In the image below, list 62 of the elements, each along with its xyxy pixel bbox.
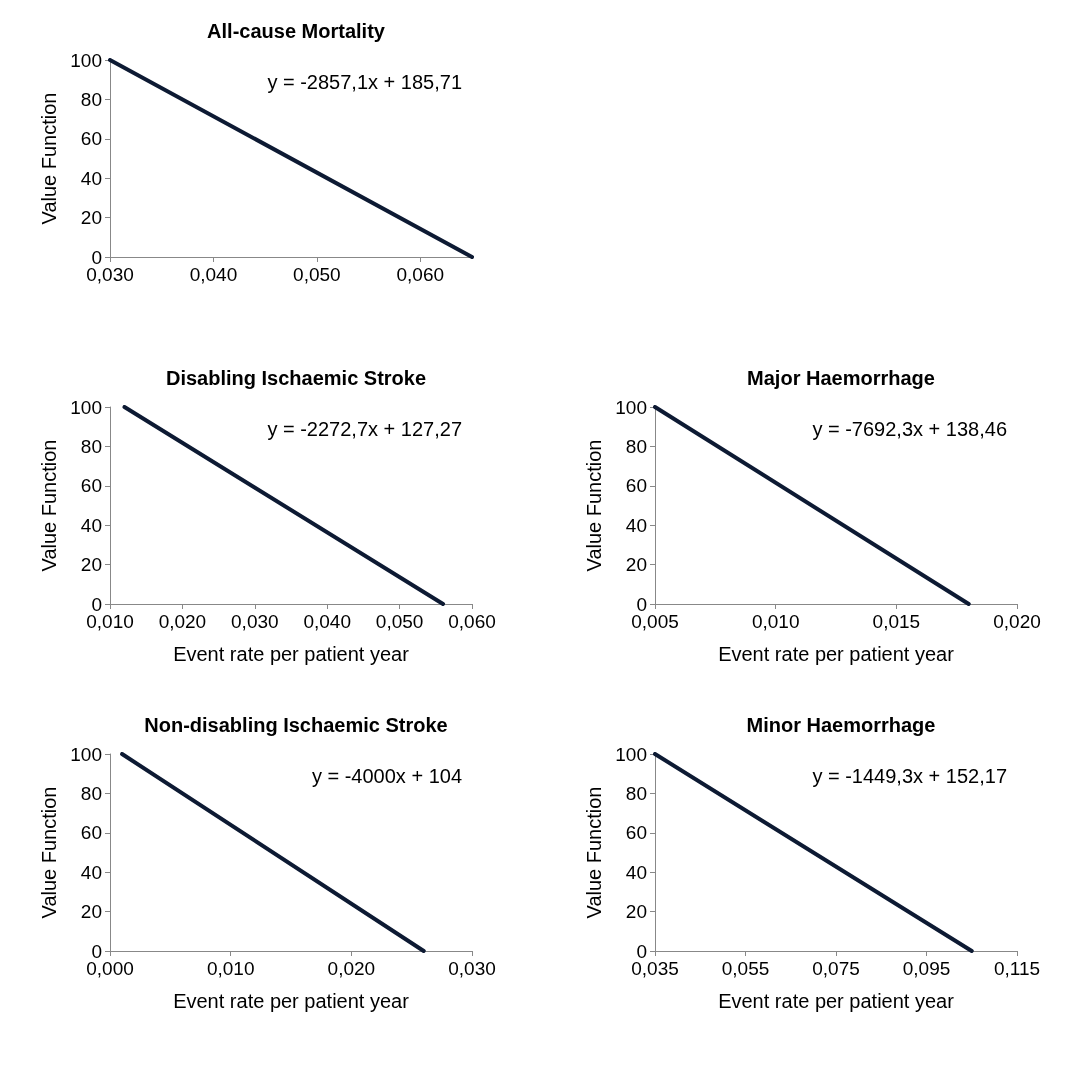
y-tick-label: 40	[625, 514, 647, 536]
y-tick-label: 100	[70, 396, 102, 418]
annotation: y = -2857,1x + 185,71	[267, 71, 462, 93]
y-tick-label: 60	[625, 475, 647, 497]
annotation: y = -2272,7x + 127,27	[267, 418, 462, 440]
y-tick-label: 20	[80, 901, 102, 923]
chart-title: Disabling Ischaemic Stroke	[165, 367, 427, 389]
x-tick-label: 0,050	[293, 264, 341, 285]
x-tick-label: 0,010	[751, 611, 800, 632]
y-tick-label: 80	[625, 782, 647, 804]
x-tick-label: 0,040	[303, 611, 351, 632]
chart-title: Minor Haemorrhage	[746, 714, 936, 736]
y-tick-label: 60	[625, 822, 647, 844]
x-tick-label: 0,095	[902, 958, 951, 979]
y-tick-label: 80	[80, 782, 102, 804]
y-tick-label: 20	[625, 554, 647, 576]
x-tick-label: 0,115	[993, 958, 1041, 979]
x-tick-label: 0,020	[327, 958, 376, 979]
y-tick-label: 100	[70, 743, 102, 765]
x-tick-label: 0,020	[158, 611, 207, 632]
y-axis-title: Value Function	[583, 439, 606, 572]
y-axis-title: Value Function	[583, 786, 606, 919]
y-tick-label: 20	[625, 901, 647, 923]
x-tick-label: 0,060	[396, 264, 445, 285]
y-tick-label: 40	[80, 861, 102, 883]
y-tick-label: 40	[625, 861, 647, 883]
x-tick-label: 0,060	[448, 611, 496, 632]
x-axis-title: Event rate per patient year	[173, 643, 410, 665]
y-tick-label: 40	[80, 167, 102, 189]
y-tick-label: 80	[80, 435, 102, 457]
y-tick-label: 100	[615, 743, 647, 765]
y-tick-label: 60	[80, 822, 102, 844]
y-tick-label: 20	[80, 554, 102, 576]
y-tick-label: 60	[80, 128, 102, 150]
y-tick-label: 20	[80, 207, 102, 229]
x-tick-label: 0,030	[448, 958, 496, 979]
x-tick-label: 0,010	[206, 958, 255, 979]
x-tick-label: 0,020	[993, 611, 1041, 632]
y-tick-label: 80	[625, 435, 647, 457]
x-axis-title: Event rate per patient year	[173, 990, 410, 1012]
x-tick-label: 0,075	[812, 958, 860, 979]
chart-title: Major Haemorrhage	[747, 367, 935, 389]
x-tick-label: 0,050	[375, 611, 424, 632]
y-tick-label: 100	[615, 396, 647, 418]
chart-title: All-cause Mortality	[207, 20, 386, 42]
x-tick-label: 0,055	[721, 958, 770, 979]
x-tick-label: 0,040	[189, 264, 238, 285]
y-tick-label: 80	[80, 88, 102, 110]
y-tick-label: 40	[80, 514, 102, 536]
annotation: y = -1449,3x + 152,17	[812, 765, 1007, 787]
x-axis-title: Event rate per patient year	[718, 990, 955, 1012]
y-tick-label: 60	[80, 475, 102, 497]
x-axis-title: Event rate per patient year	[718, 643, 955, 665]
y-tick-label: 100	[70, 49, 102, 71]
y-axis-title: Value Function	[38, 92, 61, 225]
x-tick-label: 0,015	[872, 611, 921, 632]
annotation: y = -4000x + 104	[311, 765, 462, 787]
annotation: y = -7692,3x + 138,46	[812, 418, 1007, 440]
chart-title: Non-disabling Ischaemic Stroke	[144, 714, 448, 736]
x-tick-label: 0,030	[231, 611, 279, 632]
y-axis-title: Value Function	[38, 786, 61, 919]
y-axis-title: Value Function	[38, 439, 61, 572]
